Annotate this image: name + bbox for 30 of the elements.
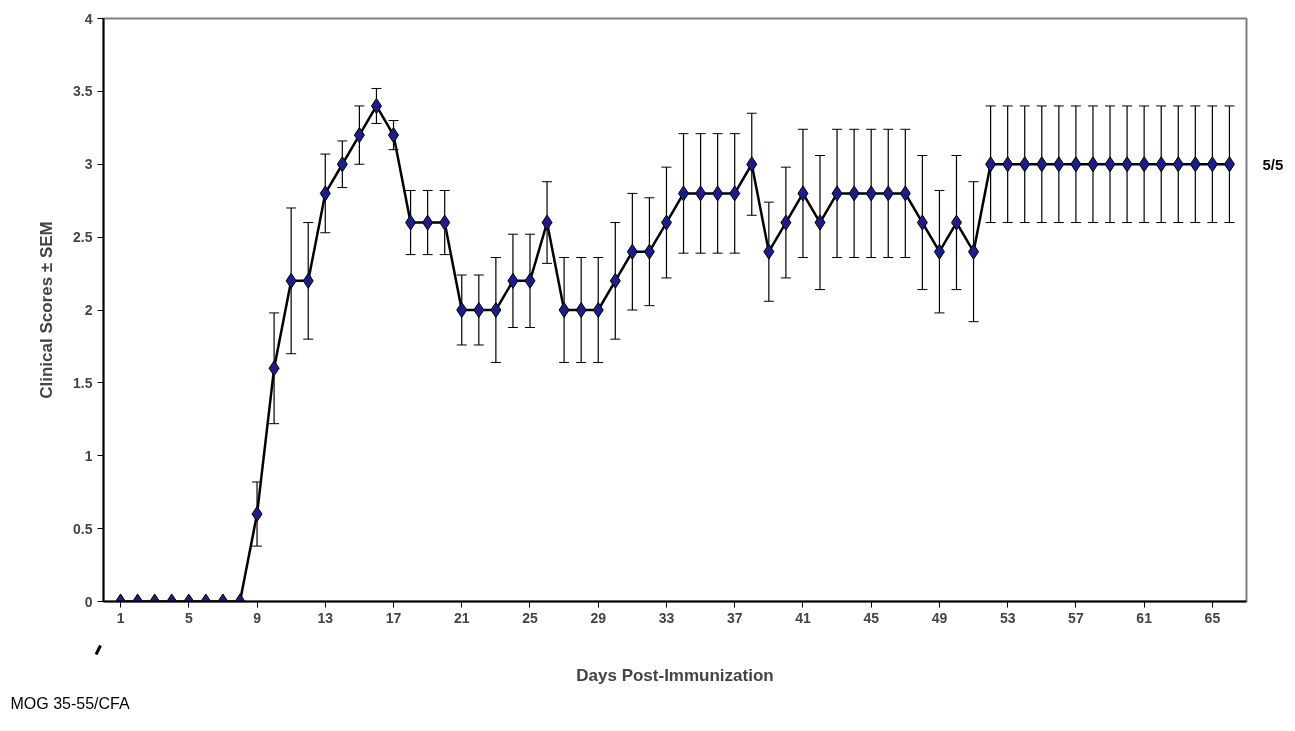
x-tick-label: 33 [658,609,675,626]
x-tick-label: 37 [726,609,743,626]
x-tick-label: 61 [1136,609,1153,626]
y-tick-label: 2.5 [73,229,93,246]
x-tick-label: 29 [590,609,607,626]
y-axis-title: Clinical Scores ± SEM [37,221,57,399]
x-tick-label: 17 [385,609,402,626]
x-tick-label: 49 [931,609,948,626]
x-tick-label: 53 [999,609,1016,626]
x-axis-title: Days Post-Immunization [576,665,774,685]
y-tick-label: 1.5 [73,374,93,391]
text: MOG 35-55/CFA [10,694,130,712]
x-tick-label: 21 [453,609,470,626]
y-tick-label: 0 [84,593,93,610]
x-tick-label: 57 [1068,609,1084,626]
y-tick-label: 3.5 [73,83,93,100]
x-tick-label: 41 [795,609,811,626]
y-tick-label: 3 [84,156,93,173]
y-tick-label: 4 [84,10,93,27]
x-tick-label: 9 [253,609,262,626]
x-tick-label: 65 [1204,609,1221,626]
x-tick-label: 25 [522,609,538,626]
x-tick-label: 13 [317,609,334,626]
x-tick-label: 45 [863,609,880,626]
y-tick-label: 0.5 [73,520,93,537]
y-tick-label: 1 [84,447,93,464]
y-tick-label: 2 [84,302,93,318]
annotation: 5/5 [1262,155,1284,173]
x-tick-label: 1 [116,609,125,626]
x-tick-label: 5 [184,609,193,626]
